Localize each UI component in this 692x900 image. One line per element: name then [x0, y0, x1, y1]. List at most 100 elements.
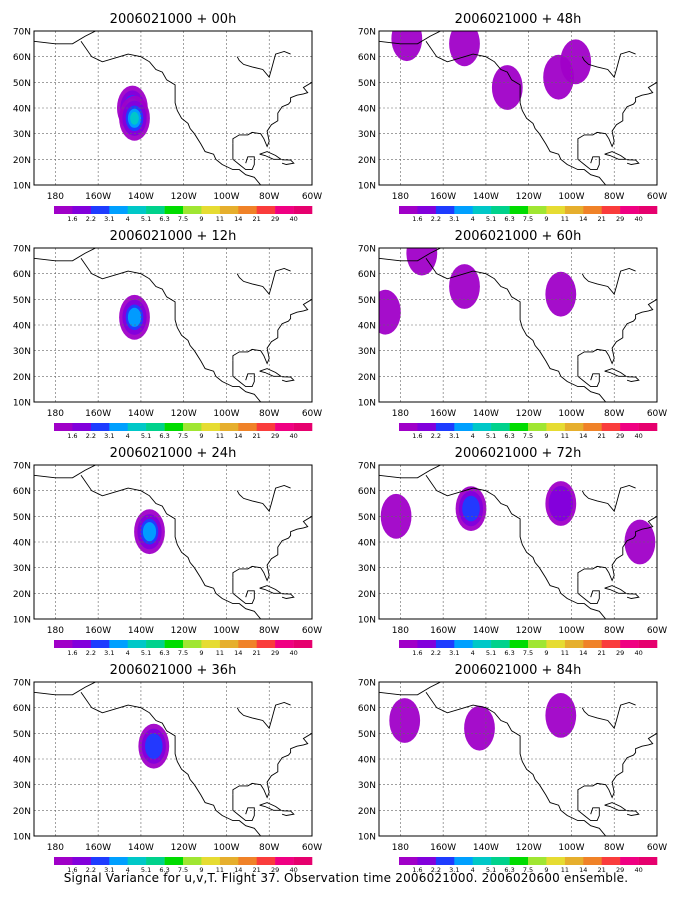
coastline	[259, 368, 283, 377]
colorbar-label: 5.1	[486, 866, 496, 874]
colorbar-label: 29	[271, 866, 279, 874]
map-background	[379, 682, 657, 836]
colorbar-label: 9	[544, 649, 548, 657]
map-area	[379, 682, 657, 836]
map-area	[34, 248, 312, 402]
colorbar-label: 2.2	[86, 649, 96, 657]
lat-tick-label: 10N	[13, 399, 31, 409]
colorbar-label: 40	[634, 649, 642, 657]
colorbar-swatch	[164, 640, 184, 648]
colorbar-label: 6.3	[159, 866, 169, 874]
lat-tick-label: 30N	[358, 564, 376, 574]
lon-tick-label: 60W	[302, 626, 322, 636]
coastline	[577, 515, 657, 582]
colorbar-swatch	[183, 206, 202, 214]
colorbar-swatch	[146, 640, 165, 648]
lon-tick-label: 180	[47, 843, 64, 853]
signal-contour	[391, 31, 423, 62]
signal-contour	[545, 271, 577, 317]
colorbar-label: 6.3	[504, 432, 514, 440]
lon-tick-label: 120W	[171, 192, 197, 202]
lat-tick-label: 20N	[358, 807, 376, 817]
colorbar-swatch	[454, 640, 473, 648]
lon-tick-label: 80W	[259, 192, 279, 202]
colorbar: 1.6 2.2 3.1 4 5.1 6.3 7.5 9 11 14 21 29 40	[399, 857, 658, 874]
lon-tick-label: 160W	[85, 843, 111, 853]
colorbar-swatch	[472, 423, 492, 431]
lon-tick-label: 80W	[259, 626, 279, 636]
lon-tick-label: 100W	[213, 626, 239, 636]
coastline	[577, 81, 657, 148]
colorbar: 1.6 2.2 3.1 4 5.1 6.3 7.5 9 11 14 21 29 40	[54, 640, 313, 657]
lon-tick-label: 140W	[473, 409, 499, 419]
colorbar-label: 14	[579, 432, 587, 440]
coastline	[232, 298, 312, 365]
colorbar-swatch	[219, 857, 239, 865]
lat-tick-label: 10N	[358, 833, 376, 843]
coastline	[236, 485, 291, 513]
colorbar-swatch	[601, 640, 621, 648]
coastline	[604, 585, 628, 594]
panel-title: 2006021000 + 12h	[110, 229, 237, 244]
colorbar-swatch	[54, 857, 73, 865]
colorbar-label: 4	[471, 215, 475, 223]
coastline	[577, 794, 600, 822]
panel-title: 2006021000 + 72h	[455, 446, 582, 461]
coastline	[34, 31, 97, 45]
map-panel: 2006021000 + 36h 10N 20N 30N 40N 50N 60N 70N 180…	[13, 663, 322, 874]
colorbar-label: 4	[126, 215, 130, 223]
colorbar-swatch	[399, 206, 418, 214]
colorbar-label: 14	[234, 432, 242, 440]
lon-tick-label: 60W	[647, 409, 667, 419]
coastline	[281, 810, 295, 816]
lon-tick-label: 160W	[430, 843, 456, 853]
lat-tick-label: 40N	[358, 539, 376, 549]
colorbar-label: 1.6	[412, 866, 422, 874]
colorbar-label: 40	[289, 215, 297, 223]
lat-tick-label: 60N	[358, 270, 376, 280]
coastline	[379, 465, 442, 479]
colorbar-swatch	[90, 206, 110, 214]
lon-tick-label: 80W	[604, 626, 624, 636]
lon-tick-label: 80W	[604, 409, 624, 419]
lon-tick-label: 180	[392, 626, 409, 636]
colorbar-swatch	[638, 640, 658, 648]
colorbar-swatch	[435, 857, 455, 865]
lon-tick-label: 160W	[85, 409, 111, 419]
coastline	[577, 732, 657, 799]
coastline	[425, 475, 607, 619]
colorbar-swatch	[491, 423, 510, 431]
colorbar-label: 6.3	[159, 432, 169, 440]
colorbar-swatch	[620, 423, 639, 431]
signal-contour	[491, 65, 523, 110]
colorbar-swatch	[472, 857, 492, 865]
colorbar-label: 14	[579, 866, 587, 874]
lon-tick-label: 60W	[647, 626, 667, 636]
colorbar-swatch	[293, 857, 313, 865]
lon-tick-label: 180	[47, 626, 64, 636]
colorbar-swatch	[219, 423, 239, 431]
colorbar-label: 5.1	[141, 866, 151, 874]
map-frame	[33, 464, 313, 620]
coastline	[232, 794, 255, 822]
signal-contour	[560, 39, 592, 85]
lon-tick-label: 140W	[128, 192, 154, 202]
colorbar-label: 2.2	[86, 432, 96, 440]
coastline	[281, 593, 295, 599]
colorbar-swatch	[127, 640, 147, 648]
colorbar-label: 4	[471, 432, 475, 440]
colorbar: 1.6 2.2 3.1 4 5.1 6.3 7.5 9 11 14 21 29 40	[399, 206, 658, 223]
map-panel: 2006021000 + 12h 10N 20N 30N 40N 50N 60N 70N 180…	[13, 229, 322, 440]
colorbar-label: 9	[199, 432, 203, 440]
colorbar-label: 1.6	[67, 866, 77, 874]
colorbar-swatch	[146, 423, 165, 431]
signal-contour	[545, 693, 577, 738]
colorbar-swatch	[109, 206, 128, 214]
lat-tick-label: 40N	[13, 756, 31, 766]
lat-tick-label: 20N	[13, 590, 31, 600]
lon-tick-label: 140W	[473, 626, 499, 636]
lon-tick-label: 80W	[259, 409, 279, 419]
lat-tick-label: 30N	[358, 781, 376, 791]
lat-tick-label: 40N	[13, 539, 31, 549]
colorbar-label: 1.6	[412, 649, 422, 657]
